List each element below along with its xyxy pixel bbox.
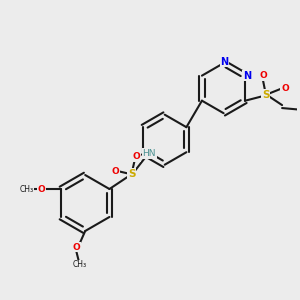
Text: O: O [73,243,80,252]
Text: S: S [262,90,270,100]
Text: O: O [112,167,119,176]
Text: CH₃: CH₃ [72,260,86,269]
Text: O: O [38,184,46,194]
Text: O: O [281,84,289,93]
Text: S: S [128,169,135,179]
Text: HN: HN [142,149,156,158]
Text: N: N [243,71,251,81]
Text: O: O [132,152,140,161]
Text: CH₃: CH₃ [20,184,34,194]
Text: N: N [220,57,229,67]
Text: O: O [259,71,267,80]
